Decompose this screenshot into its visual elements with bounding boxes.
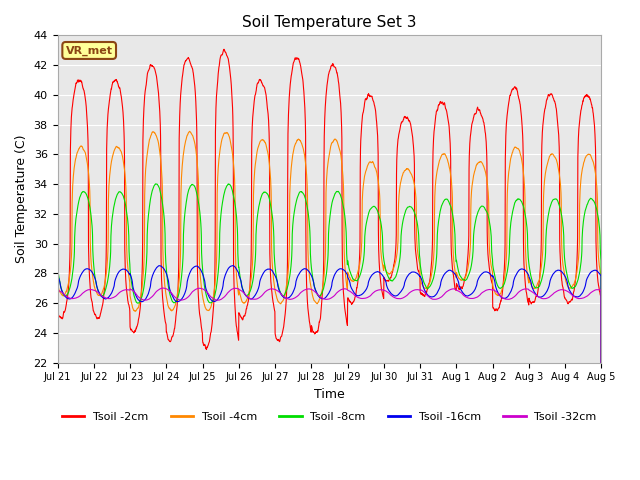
Tsoil -4cm	[54, 281, 61, 287]
Tsoil -2cm	[550, 96, 557, 101]
Tsoil -4cm	[346, 274, 353, 279]
Line: Tsoil -32cm: Tsoil -32cm	[58, 288, 601, 480]
Tsoil -16cm	[54, 273, 61, 278]
Tsoil -2cm	[346, 299, 353, 304]
Tsoil -4cm	[186, 129, 193, 134]
Tsoil -4cm	[564, 285, 572, 290]
Line: Tsoil -8cm: Tsoil -8cm	[58, 184, 601, 480]
Tsoil -16cm	[357, 292, 365, 298]
Tsoil -8cm	[488, 243, 495, 249]
Tsoil -16cm	[488, 273, 495, 278]
Tsoil -8cm	[564, 278, 572, 284]
Tsoil -16cm	[229, 263, 237, 268]
Tsoil -2cm	[564, 300, 572, 306]
Line: Tsoil -4cm: Tsoil -4cm	[58, 132, 601, 480]
Tsoil -16cm	[346, 277, 353, 283]
Tsoil -32cm	[346, 288, 353, 294]
Tsoil -8cm	[550, 197, 557, 203]
Tsoil -4cm	[205, 307, 213, 313]
Y-axis label: Soil Temperature (C): Soil Temperature (C)	[15, 135, 28, 263]
Tsoil -4cm	[488, 264, 495, 270]
Tsoil -32cm	[488, 287, 495, 293]
Tsoil -2cm	[220, 47, 228, 52]
Tsoil -32cm	[564, 289, 572, 295]
Tsoil -4cm	[550, 152, 557, 157]
Tsoil -2cm	[488, 278, 495, 284]
X-axis label: Time: Time	[314, 388, 345, 401]
Line: Tsoil -16cm: Tsoil -16cm	[58, 265, 601, 480]
Tsoil -4cm	[357, 251, 365, 257]
Tsoil -16cm	[205, 294, 213, 300]
Tsoil -2cm	[54, 309, 61, 314]
Tsoil -32cm	[205, 292, 213, 298]
Tsoil -32cm	[357, 296, 365, 301]
Legend: Tsoil -2cm, Tsoil -4cm, Tsoil -8cm, Tsoil -16cm, Tsoil -32cm: Tsoil -2cm, Tsoil -4cm, Tsoil -8cm, Tsoi…	[58, 408, 601, 426]
Tsoil -8cm	[54, 264, 61, 269]
Line: Tsoil -2cm: Tsoil -2cm	[58, 49, 601, 480]
Tsoil -8cm	[346, 266, 353, 272]
Tsoil -8cm	[205, 300, 213, 305]
Tsoil -32cm	[54, 287, 61, 293]
Tsoil -32cm	[159, 285, 167, 291]
Tsoil -16cm	[550, 271, 557, 276]
Title: Soil Temperature Set 3: Soil Temperature Set 3	[242, 15, 417, 30]
Text: VR_met: VR_met	[66, 45, 113, 56]
Tsoil -2cm	[205, 339, 213, 345]
Tsoil -8cm	[152, 181, 160, 187]
Tsoil -16cm	[564, 285, 572, 291]
Tsoil -2cm	[357, 133, 365, 139]
Tsoil -32cm	[550, 291, 557, 297]
Tsoil -8cm	[357, 269, 365, 275]
